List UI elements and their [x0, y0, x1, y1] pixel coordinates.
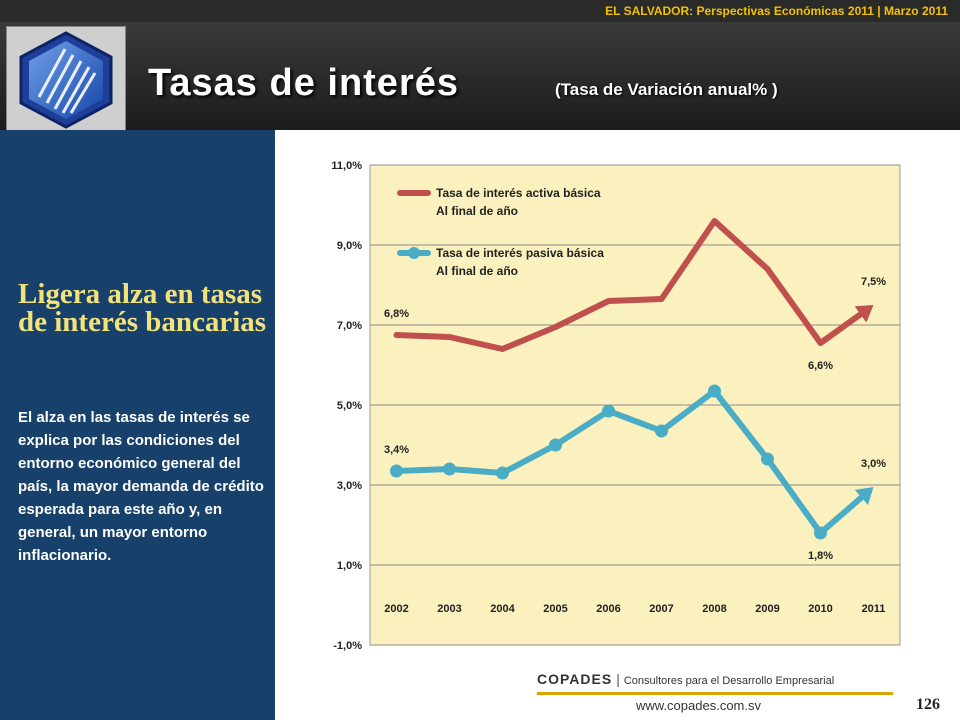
y-tick-label: 9,0% [337, 240, 362, 252]
footer-url[interactable]: www.copades.com.sv [636, 698, 761, 713]
forecast-arrow-head [854, 487, 874, 506]
copades-logo [6, 26, 126, 132]
y-tick-label: 11,0% [331, 160, 362, 172]
data-label: 7,5% [861, 276, 886, 288]
x-tick-label: 2008 [702, 603, 726, 615]
y-tick-label: 7,0% [337, 320, 362, 332]
y-tick-label: -1,0% [333, 640, 362, 652]
data-label: 3,4% [384, 444, 409, 456]
footer-brand: COPADES | Consultores para el Desarrollo E… [537, 671, 834, 687]
series-marker [443, 462, 456, 476]
x-tick-label: 2002 [384, 603, 408, 615]
y-tick-label: 3,0% [337, 480, 362, 492]
page-subtitle: (Tasa de Variación anual% ) [555, 80, 778, 99]
top-bar: EL SALVADOR: Perspectivas Económicas 201… [0, 0, 960, 22]
series-marker [708, 384, 721, 398]
presentation-title: EL SALVADOR: Perspectivas Económicas 201… [605, 4, 948, 18]
series-marker [814, 526, 827, 540]
legend-entry: Tasa de interés activa básica [436, 186, 601, 200]
x-tick-label: 2007 [649, 603, 673, 615]
legend-entry: Al final de año [436, 264, 518, 278]
x-tick-label: 2004 [490, 603, 515, 615]
interest-rate-chart: -1,0% 1,0% 3,0% 5,0% 7,0% 9,0% 11,0% 2002 2003 20… [331, 160, 901, 652]
x-tick-label: 2005 [543, 603, 567, 615]
x-tick-label: 2009 [755, 603, 779, 615]
header-banner [0, 22, 960, 130]
x-tick-label: 2006 [596, 603, 620, 615]
series-line [393, 218, 824, 352]
brand-tagline: Consultores para el Desarrollo Empresari… [623, 675, 835, 687]
footer-divider [537, 692, 893, 695]
side-headline: Ligera alza en tasas de interés bancaria… [18, 278, 267, 338]
forecast-arrow-shaft [817, 311, 864, 346]
series-marker [761, 452, 774, 466]
brand-separator: | [616, 671, 620, 687]
page-title: Tasas de interés [148, 62, 460, 104]
x-tick-label: 2010 [808, 603, 832, 615]
legend-entry: Tasa de interés pasiva básica [436, 246, 604, 260]
side-panel [0, 130, 275, 720]
legend-entry: Al final de año [436, 204, 518, 218]
forecast-arrow-shaft [817, 494, 865, 536]
data-label: 6,8% [384, 308, 409, 320]
data-label: 1,8% [808, 550, 833, 562]
series-marker [655, 424, 668, 438]
legend-marker [408, 247, 420, 259]
brand-name: COPADES [537, 671, 613, 687]
series-marker [390, 464, 403, 478]
series-marker [496, 466, 509, 480]
side-body-text: El alza en las tasas de interés se expli… [18, 409, 264, 564]
data-label: 3,0% [861, 458, 886, 470]
data-label: 6,6% [808, 360, 833, 372]
series-marker [602, 404, 615, 418]
x-tick-label: 2003 [437, 603, 461, 615]
page-number: 126 [916, 696, 940, 713]
x-tick-label: 2011 [862, 603, 886, 615]
y-tick-label: 1,0% [337, 560, 362, 572]
series-marker [549, 438, 562, 452]
y-tick-label: 5,0% [337, 400, 362, 412]
forecast-arrow-head [854, 305, 874, 323]
